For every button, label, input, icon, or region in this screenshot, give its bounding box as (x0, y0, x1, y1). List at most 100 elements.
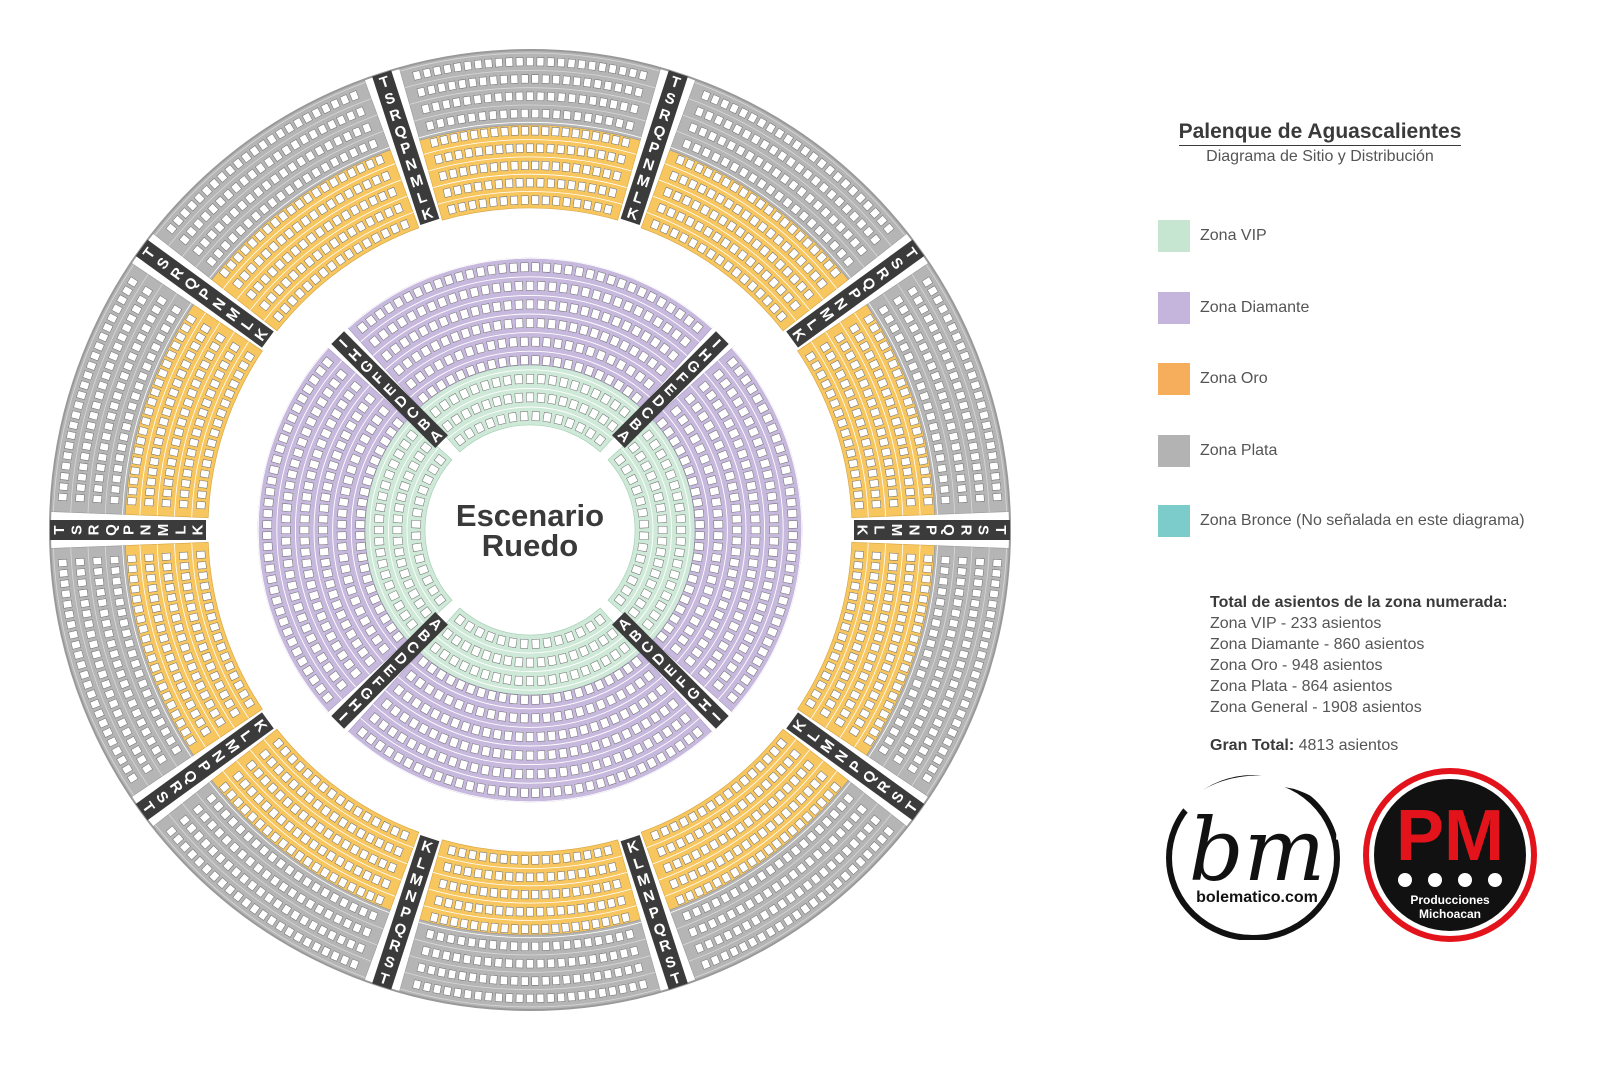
seat[interactable] (603, 969, 613, 980)
seat[interactable] (612, 878, 622, 890)
seat[interactable] (371, 874, 382, 886)
seat[interactable] (819, 841, 832, 854)
seat[interactable] (818, 181, 830, 194)
seat[interactable] (854, 550, 864, 559)
seat[interactable] (850, 469, 861, 479)
seat[interactable] (469, 129, 479, 140)
seat[interactable] (500, 126, 509, 137)
seat[interactable] (708, 209, 720, 222)
seat[interactable] (638, 70, 648, 81)
seat[interactable] (877, 744, 890, 756)
seat[interactable] (587, 60, 597, 71)
seat[interactable] (510, 941, 519, 951)
seat[interactable] (735, 903, 747, 915)
seat[interactable] (775, 737, 788, 750)
seat[interactable] (687, 869, 699, 882)
seat[interactable] (946, 322, 958, 333)
seat[interactable] (802, 785, 815, 798)
seat[interactable] (320, 557, 331, 568)
seat[interactable] (856, 803, 868, 816)
seat[interactable] (272, 737, 285, 750)
seat[interactable] (922, 313, 935, 324)
seat[interactable] (546, 144, 555, 154)
seat[interactable] (922, 486, 933, 496)
seat[interactable] (770, 881, 783, 893)
seat[interactable] (614, 931, 625, 942)
seat[interactable] (562, 75, 571, 86)
seat[interactable] (135, 614, 147, 624)
seat[interactable] (616, 895, 627, 907)
seat[interactable] (888, 499, 899, 508)
seat[interactable] (760, 269, 773, 282)
seat[interactable] (547, 768, 557, 779)
seat[interactable] (675, 211, 686, 223)
seat[interactable] (587, 183, 597, 194)
seat[interactable] (576, 146, 586, 157)
seat[interactable] (478, 76, 488, 87)
seat[interactable] (490, 922, 499, 933)
seat[interactable] (819, 341, 832, 353)
seat[interactable] (601, 916, 611, 928)
seat[interactable] (989, 461, 999, 471)
seat[interactable] (687, 178, 699, 191)
seat[interactable] (948, 370, 960, 381)
seat[interactable] (62, 599, 73, 609)
seat[interactable] (922, 648, 934, 659)
seat[interactable] (611, 914, 621, 926)
seat[interactable] (776, 898, 788, 910)
seat[interactable] (693, 827, 705, 840)
seat[interactable] (557, 871, 566, 881)
seat[interactable] (694, 106, 705, 118)
seat[interactable] (722, 788, 734, 800)
seat[interactable] (946, 727, 958, 738)
seat[interactable] (495, 905, 504, 916)
seat[interactable] (839, 378, 851, 390)
seat[interactable] (338, 497, 349, 507)
seat[interactable] (507, 412, 518, 423)
seat[interactable] (862, 661, 874, 673)
seat[interactable] (473, 868, 483, 879)
seat[interactable] (133, 604, 144, 614)
seat[interactable] (536, 750, 546, 761)
seat[interactable] (875, 427, 887, 437)
seat[interactable] (638, 519, 649, 529)
seat[interactable] (788, 774, 801, 787)
seat[interactable] (711, 876, 723, 889)
seat[interactable] (613, 82, 623, 93)
seat[interactable] (696, 805, 708, 818)
seat[interactable] (925, 411, 937, 422)
seat[interactable] (541, 924, 550, 934)
seat[interactable] (854, 331, 866, 343)
seat[interactable] (557, 957, 566, 968)
seat[interactable] (446, 933, 456, 944)
seat[interactable] (547, 749, 557, 760)
seat[interactable] (481, 322, 492, 334)
seat[interactable] (675, 837, 686, 849)
seat[interactable] (812, 199, 824, 212)
seat[interactable] (898, 707, 910, 719)
seat[interactable] (948, 618, 959, 629)
seat[interactable] (970, 452, 981, 461)
seat[interactable] (337, 876, 349, 889)
seat[interactable] (928, 628, 939, 638)
seat[interactable] (625, 120, 635, 131)
seat[interactable] (923, 497, 933, 506)
seat[interactable] (509, 693, 518, 705)
seat[interactable] (975, 557, 985, 567)
seat[interactable] (242, 830, 255, 843)
seat[interactable] (657, 526, 668, 534)
seat[interactable] (625, 929, 635, 940)
seat[interactable] (259, 774, 272, 787)
seat[interactable] (850, 581, 861, 591)
seat[interactable] (574, 266, 585, 278)
seat[interactable] (842, 255, 855, 268)
seat[interactable] (927, 763, 939, 775)
seat[interactable] (593, 201, 603, 213)
seat[interactable] (748, 833, 761, 845)
seat[interactable] (691, 906, 702, 918)
seat[interactable] (263, 552, 274, 562)
seat[interactable] (583, 849, 592, 860)
seat[interactable] (310, 881, 322, 894)
seat[interactable] (541, 941, 550, 951)
seat[interactable] (281, 503, 292, 513)
